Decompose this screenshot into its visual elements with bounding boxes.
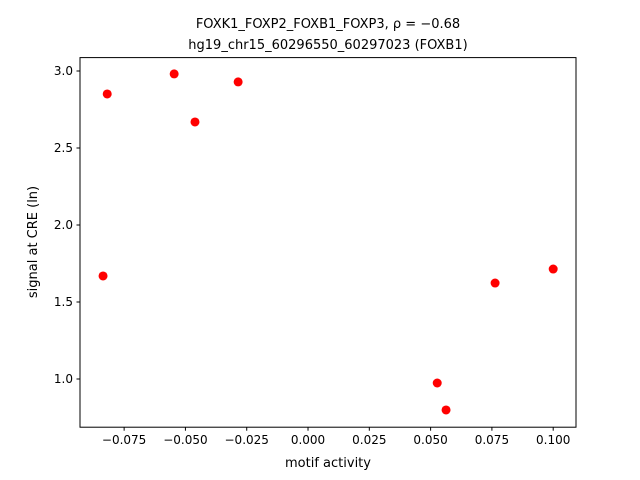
y-axis-label: signal at CRE (ln) bbox=[26, 186, 41, 298]
point bbox=[102, 89, 112, 99]
x-tick-label: 0.075 bbox=[475, 433, 509, 447]
x-tick-label: 0.025 bbox=[352, 433, 386, 447]
point bbox=[98, 271, 108, 281]
x-tick-label: 0.000 bbox=[291, 433, 325, 447]
y-tick-label: 1.0 bbox=[54, 372, 73, 386]
point bbox=[233, 77, 243, 87]
plot-frame bbox=[79, 57, 577, 428]
x-tick-label: 0.100 bbox=[536, 433, 570, 447]
y-tick-label: 3.0 bbox=[54, 64, 73, 78]
point bbox=[490, 278, 500, 288]
x-axis-label: motif activity bbox=[285, 456, 371, 471]
chart-title: FOXK1_FOXP2_FOXB1_FOXP3, ρ = −0.68 bbox=[196, 17, 460, 32]
x-tick-label: 0.050 bbox=[413, 433, 447, 447]
point bbox=[190, 117, 200, 127]
y-tick-label: 2.0 bbox=[54, 218, 73, 232]
x-tick-label: −0.025 bbox=[225, 433, 269, 447]
x-tick-label: −0.075 bbox=[102, 433, 146, 447]
point bbox=[432, 378, 442, 388]
y-tick-label: 2.5 bbox=[54, 141, 73, 155]
y-tick-label: 1.5 bbox=[54, 295, 73, 309]
x-tick-label: −0.050 bbox=[163, 433, 207, 447]
point bbox=[441, 405, 451, 415]
point bbox=[169, 69, 179, 79]
chart-subtitle: hg19_chr15_60296550_60297023 (FOXB1) bbox=[188, 38, 467, 53]
point bbox=[548, 264, 558, 274]
